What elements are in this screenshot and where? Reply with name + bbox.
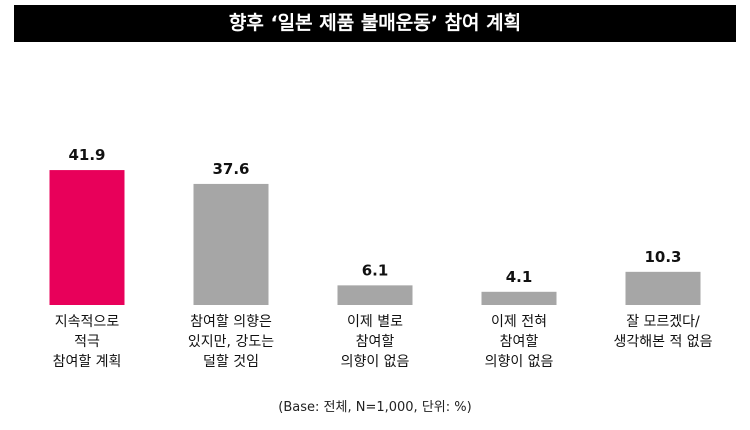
category-label: 이제 별로 참여할 의향이 없음 (340, 314, 410, 370)
bar (49, 170, 125, 305)
category-label: 지속적으로 적극 참여할 계획 (52, 314, 122, 370)
category-label: 참여할 의향은 있지만, 강도는 덜할 것임 (187, 314, 275, 370)
category-label: 잘 모르겠다/ 생각해본 적 없음 (613, 314, 713, 350)
bar (481, 291, 557, 305)
category-label: 이제 전혀 참여할 의향이 없음 (484, 314, 554, 370)
chart-title: 향후 ‘일본 제품 불매운동’ 참여 계획 (14, 5, 736, 42)
footnote: (Base: 전체, N=1,000, 단위: %) (278, 400, 472, 415)
value-label: 4.1 (506, 268, 533, 286)
bar (193, 183, 269, 305)
value-label: 10.3 (644, 248, 681, 266)
bar (337, 285, 413, 305)
value-label: 6.1 (362, 261, 389, 279)
bar (625, 271, 701, 305)
value-label: 37.6 (212, 160, 249, 178)
value-label: 41.9 (68, 146, 105, 164)
